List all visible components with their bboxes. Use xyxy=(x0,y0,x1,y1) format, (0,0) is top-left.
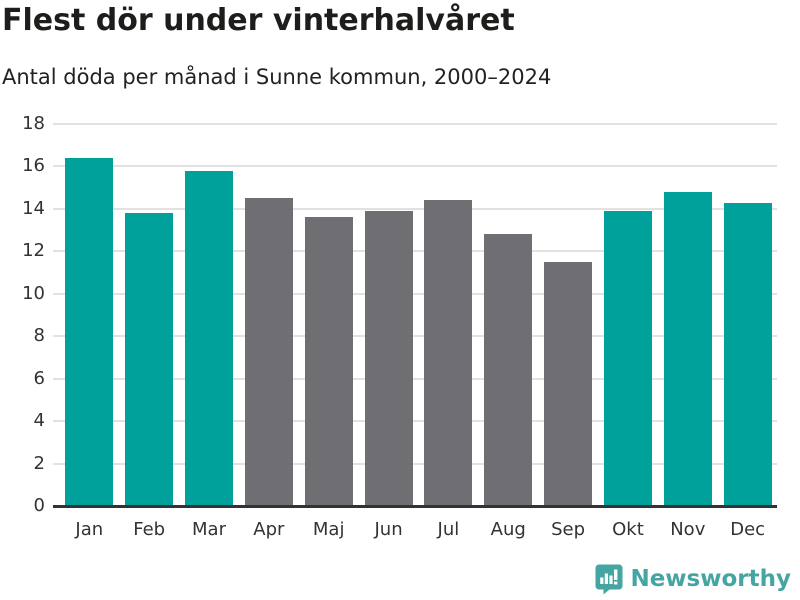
y-tick-label: 16 xyxy=(22,155,45,177)
bar-mar xyxy=(185,170,233,506)
x-tick-label: Dec xyxy=(730,519,766,540)
bar-chart: 0 2 4 6 8 10 12 14 16 18 Jan Feb Mar Apr Maj Jun Jul Aug… xyxy=(0,113,800,554)
gridline xyxy=(53,292,777,295)
y-tick-label: 2 xyxy=(33,452,45,474)
gridline xyxy=(53,207,777,210)
gridline xyxy=(53,335,777,338)
x-tick-label: Sep xyxy=(551,519,586,540)
x-tick-label: Okt xyxy=(612,519,644,540)
y-tick-label: 10 xyxy=(22,282,45,304)
bar-jun xyxy=(364,211,413,506)
brand-logo: Newsworthy xyxy=(595,562,791,596)
gridline xyxy=(53,462,777,465)
x-tick-label: Jan xyxy=(75,519,104,540)
bar-jul xyxy=(424,200,473,506)
x-tick-label: Apr xyxy=(253,519,285,540)
x-tick-label: Nov xyxy=(670,519,706,540)
x-tick-label: Maj xyxy=(312,519,345,540)
x-tick-label: Mar xyxy=(192,519,226,540)
newsworthy-logo-icon xyxy=(595,564,623,594)
page-title: Flest dör under vinterhalvåret xyxy=(2,3,515,38)
y-tick-label: 12 xyxy=(22,240,45,262)
bar-apr xyxy=(244,198,293,506)
page-subtitle: Antal döda per månad i Sunne kommun, 200… xyxy=(2,65,552,89)
x-axis-line xyxy=(53,505,777,508)
bar-feb xyxy=(125,213,174,506)
x-tick-label: Jul xyxy=(437,519,460,540)
x-tick-label: Jun xyxy=(374,519,403,540)
y-tick-label: 4 xyxy=(33,410,45,432)
plot-area xyxy=(53,123,777,506)
bar-okt xyxy=(603,211,652,506)
y-tick-label: 18 xyxy=(22,113,45,134)
bar-jan xyxy=(65,157,114,506)
bar-nov xyxy=(663,191,712,506)
gridline xyxy=(53,165,777,168)
y-tick-label: 8 xyxy=(33,325,45,347)
bar-aug xyxy=(484,234,533,506)
y-tick-label: 0 xyxy=(33,495,45,516)
bar-dec xyxy=(723,202,772,506)
bar-maj xyxy=(304,217,353,506)
gridline xyxy=(53,377,777,380)
gridline xyxy=(53,250,777,253)
x-tick-label: Feb xyxy=(133,519,166,540)
gridline xyxy=(53,123,777,125)
gridline xyxy=(53,420,777,423)
brand-name: Newsworthy xyxy=(630,566,791,592)
x-tick-label: Aug xyxy=(490,519,526,540)
bar-sep xyxy=(544,261,593,506)
y-tick-label: 6 xyxy=(33,367,45,389)
y-tick-label: 14 xyxy=(22,197,45,219)
